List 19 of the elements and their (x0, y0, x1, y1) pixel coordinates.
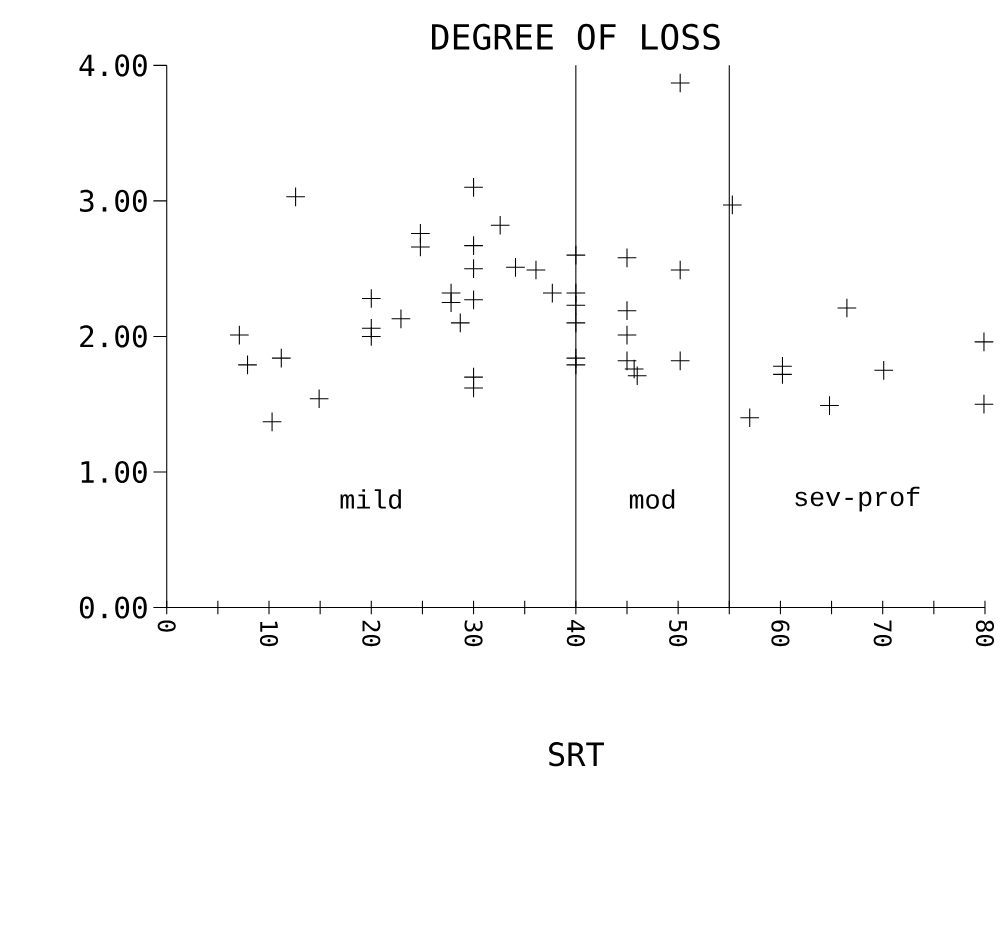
x-tick-label: 30 (464, 620, 483, 647)
x-tick-label: 60 (771, 620, 790, 647)
x-tick-label: 10 (259, 621, 279, 647)
y-tick-label: 4.00 (79, 54, 147, 77)
x-tick-label: 70 (873, 620, 892, 647)
x-tick-label: 20 (362, 620, 381, 647)
y-tick-label: 3.00 (79, 189, 147, 213)
annotation: mild (340, 489, 401, 510)
y-tick-label: 1.00 (81, 461, 147, 484)
chart-title: DEGREE OF LOSS (432, 23, 720, 51)
y-tick-label: 2.00 (80, 325, 147, 348)
x-tick-label: 40 (566, 620, 585, 647)
annotation: mod (629, 489, 675, 510)
x-tick-label: 80 (975, 620, 995, 647)
y-tick-label: 0.00 (79, 596, 147, 619)
x-tick-label: 50 (669, 620, 688, 647)
x-tick-label: 0 (157, 620, 176, 632)
x-axis-title: SRT (549, 742, 605, 767)
annotation: sev-prof (795, 486, 920, 512)
